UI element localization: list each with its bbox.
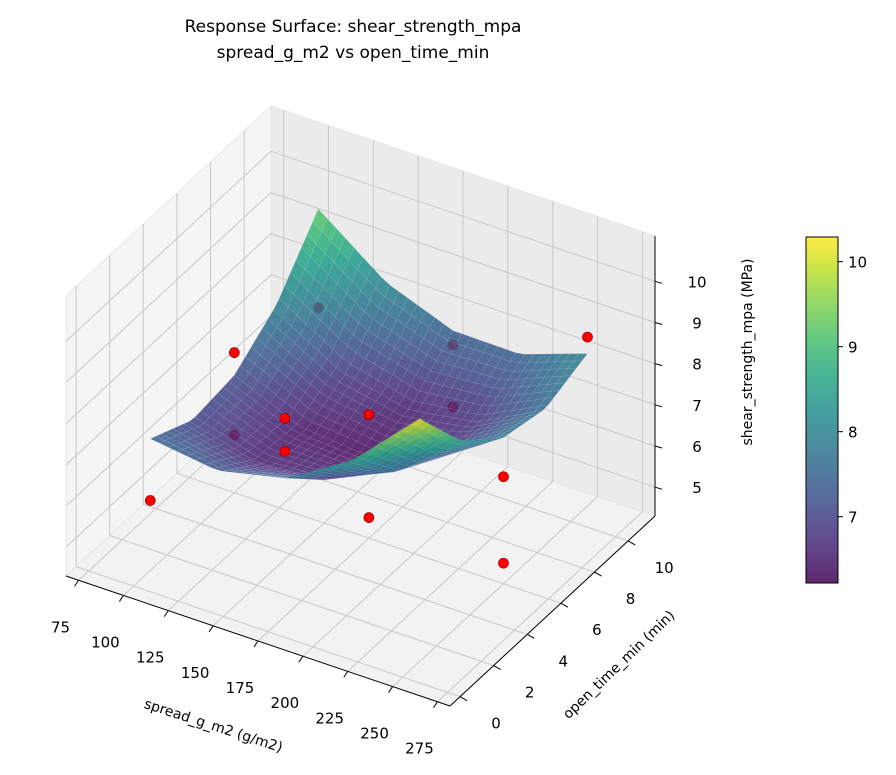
surface-facet [555, 375, 572, 384]
x-axis-label: spread_g_m2 (g/m2) [142, 696, 285, 756]
y-tick [527, 633, 535, 639]
z-tick [654, 321, 663, 325]
data-point [498, 471, 509, 483]
x-tick-label: 125 [136, 649, 165, 667]
surface-facet [409, 418, 426, 428]
z-tick [654, 363, 663, 367]
x-tick-label: 250 [360, 725, 389, 743]
grid-line-z [270, 150, 656, 282]
response-surface [149, 208, 589, 481]
z-tick [654, 486, 663, 490]
y-tick-label: 6 [592, 621, 602, 639]
data-point [279, 446, 291, 457]
z-axis-label: shear_strength_mpa (MPa) [740, 258, 756, 445]
axis-ticks: 75 100 125 150 175 200 225 250 275 0 2 4 6 8 10 5 6 7 8 9 10 [51, 236, 707, 758]
x-tick [253, 640, 259, 648]
grid-line-y [75, 566, 461, 698]
x-tick-label: 275 [405, 740, 434, 758]
z-tick-label: 9 [692, 314, 702, 332]
grid-line-z [65, 315, 272, 507]
y-tick-label: 8 [626, 590, 636, 608]
y-axis-label: open_time_min (min) [560, 608, 678, 723]
data-point [228, 347, 240, 359]
surface-facet [522, 414, 538, 421]
x-tick [433, 701, 438, 709]
x-tick [74, 579, 79, 587]
grid-line-z [270, 191, 656, 323]
z-tick-label: 8 [692, 356, 702, 374]
colorbar-tick-label: 10 [848, 254, 867, 272]
colorbar-tick-label: 9 [848, 339, 858, 357]
surface-facet [460, 439, 476, 445]
colorbar: 7 8 9 10 [805, 236, 867, 584]
surface-facet [544, 389, 561, 400]
grid-line-x [257, 450, 464, 642]
grid-line-z [65, 274, 272, 466]
grid-line-z [65, 192, 272, 383]
chart-subtitle: spread_g_m2 vs open_time_min [217, 43, 490, 63]
grid-line-y [143, 503, 528, 635]
data-point [363, 512, 375, 523]
z-tick-label: 10 [687, 273, 706, 291]
x-tick-label: 150 [181, 664, 210, 682]
grid-line-z [65, 150, 272, 342]
y-tick-label: 0 [491, 715, 501, 733]
grid-line-x [437, 511, 643, 703]
y-tick [594, 571, 602, 577]
z-tick [654, 404, 663, 408]
surface-facet [566, 360, 583, 369]
z-tick-label: 6 [692, 438, 702, 456]
grid-line-y [176, 472, 562, 604]
surface-facet [432, 430, 449, 439]
y-tick [493, 665, 501, 670]
grid-line-x [347, 481, 554, 672]
x-tick-label: 175 [226, 679, 255, 697]
x-tick [298, 655, 304, 663]
x-axis-line [65, 575, 451, 707]
x-tick [388, 686, 393, 693]
y-tick-label: 2 [525, 684, 535, 702]
z-tick [654, 280, 663, 284]
x-tick-label: 200 [271, 694, 300, 712]
x-tick-label: 225 [315, 709, 344, 727]
x-tick-label: 100 [91, 633, 120, 651]
data-point [363, 409, 375, 421]
grid-line-x [302, 465, 509, 657]
y-tick-label: 10 [655, 559, 674, 577]
z-tick-label: 5 [692, 479, 702, 497]
colorbar-gradient [805, 236, 839, 584]
data-point [279, 413, 291, 424]
surface-facet [421, 424, 437, 433]
x-tick [208, 625, 214, 633]
y-tick [459, 696, 468, 702]
x-tick [163, 610, 169, 617]
points-front [228, 331, 593, 457]
surface-facet [505, 425, 521, 433]
data-point [144, 495, 156, 506]
grid-line-x [392, 496, 598, 687]
x-tick [119, 595, 124, 602]
grid-line-y [109, 535, 494, 666]
chart-title: Response Surface: shear_strength_mpa [185, 17, 522, 37]
z-tick-label: 7 [692, 397, 702, 415]
colorbar-tick-label: 7 [848, 509, 858, 527]
surface-facet [483, 437, 498, 442]
y-tick [560, 602, 569, 608]
y-axis-line [449, 515, 656, 707]
data-point [498, 557, 509, 569]
data-point [582, 331, 593, 343]
y-tick-label: 4 [559, 652, 569, 670]
grid-line-z [65, 233, 272, 425]
x-tick-label: 75 [51, 618, 70, 636]
x-tick [343, 671, 349, 678]
y-tick [627, 540, 636, 546]
z-tick [654, 445, 663, 449]
colorbar-tick-label: 8 [848, 424, 858, 442]
